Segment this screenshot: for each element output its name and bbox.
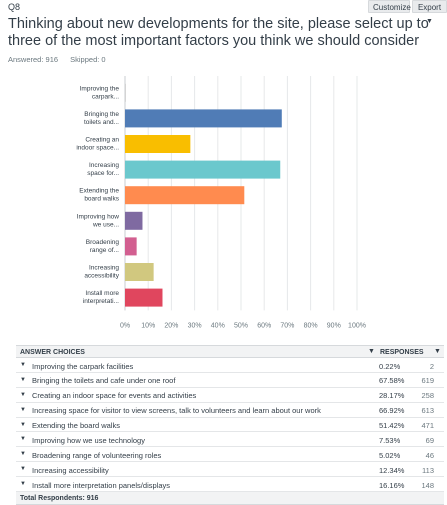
table-row[interactable]: ▼ Install more interpretation panels/disp… [16, 477, 444, 493]
question-number: Q8 [8, 2, 21, 12]
total-respondents: Total Respondents: 916 [20, 495, 99, 503]
answered-count: Answered: 916 [8, 55, 59, 64]
answer-percent: 0.22% [379, 361, 401, 371]
export-label: Export [417, 3, 442, 12]
answer-label: Increasing accessibility [32, 465, 109, 475]
category-label: Extending the board walks [79, 188, 120, 203]
answer-label: Broadening range of volunteering roles [32, 450, 162, 460]
table-row[interactable]: ▼ Broadening range of volunteering roles 5… [16, 447, 444, 463]
bar [125, 83, 126, 102]
x-tick-label: 70% [280, 322, 294, 328]
category-label: Bringing the toilets and... [84, 111, 119, 126]
answer-label: Extending the board walks [32, 421, 120, 431]
top-bar: Q8 Customize Export ▼ [0, 0, 447, 25]
sort-answers-icon[interactable]: ▼ [368, 348, 375, 355]
x-tick-label: 10% [141, 322, 155, 328]
x-tick-label: 90% [327, 322, 341, 328]
answer-label: Improving how we use technology [32, 435, 145, 445]
expand-triangle-icon[interactable]: ▼ [20, 451, 26, 458]
answer-percent: 5.02% [379, 450, 401, 460]
table-body: ▼ Improving the carpark facilities 0.22% 2 ▼… [16, 358, 444, 493]
x-tick-label: 40% [211, 322, 225, 328]
response-meta: Answered: 916 Skipped: 0 [8, 55, 116, 64]
table-row[interactable]: ▼ Improving how we use technology 7.53% 69 [16, 432, 444, 448]
answer-percent: 28.17% [379, 391, 405, 401]
table-row[interactable]: ▼ Creating an indoor space for events and… [16, 388, 444, 403]
responses-header[interactable]: RESPONSES [380, 349, 424, 356]
category-label: Broadening range of... [86, 239, 120, 254]
expand-triangle-icon[interactable]: ▼ [20, 421, 26, 428]
answer-label: Improving the carpark facilities [32, 361, 134, 371]
answer-percent: 7.53% [379, 435, 401, 445]
table-header: ANSWER CHOICES ▼ RESPONSES ▼ [16, 345, 444, 358]
export-button[interactable]: Export ▼ [412, 0, 447, 25]
answer-percent: 66.92% [379, 406, 405, 416]
chevron-down-icon: ▼ [426, 18, 433, 25]
category-label: Creating an indoor space... [76, 137, 119, 152]
answer-percent: 12.34% [379, 465, 405, 475]
answer-label: Bringing the toilets and cafe under one … [32, 376, 176, 386]
table-row[interactable]: ▼ Increasing accessibility 12.34% 113 [16, 462, 444, 478]
answer-count: 148 [421, 480, 434, 490]
bar [125, 109, 282, 128]
expand-triangle-icon[interactable]: ▼ [20, 406, 26, 413]
x-tick-label: 20% [164, 322, 178, 328]
answer-count: 113 [422, 465, 434, 475]
answer-label: Creating an indoor space for events and … [32, 391, 197, 401]
customize-button[interactable]: Customize [368, 0, 411, 13]
bar [125, 211, 143, 230]
answer-percent: 51.42% [379, 421, 405, 431]
table-row[interactable]: ▼ Improving the carpark facilities 0.22% 2 [16, 358, 444, 373]
x-tick-label: 50% [234, 322, 248, 328]
bar [125, 160, 281, 179]
answer-label: Install more interpretation panels/displ… [32, 480, 170, 490]
category-label: Install more interpretati... [83, 290, 120, 305]
x-tick-label: 60% [257, 322, 271, 328]
answer-table: ANSWER CHOICES ▼ RESPONSES ▼ ▼ Improving … [16, 345, 444, 505]
x-tick-label: 0% [120, 322, 130, 328]
answer-count: 619 [421, 376, 434, 386]
x-tick-label: 80% [304, 322, 318, 328]
category-label: Improving how we use... [77, 213, 120, 228]
bar [125, 135, 191, 153]
answer-percent: 67.58% [379, 376, 405, 386]
answer-label: Increasing space for visitor to view scr… [32, 406, 321, 416]
expand-triangle-icon[interactable]: ▼ [20, 481, 26, 488]
expand-triangle-icon[interactable]: ▼ [20, 436, 26, 443]
bar [125, 263, 154, 281]
skipped-count: Skipped: 0 [70, 55, 106, 64]
category-label: Increasing space for... [87, 162, 119, 177]
expand-triangle-icon[interactable]: ▼ [20, 466, 26, 473]
sort-responses-icon[interactable]: ▼ [434, 348, 441, 355]
answer-count: 46 [425, 450, 434, 460]
category-label: Improving the carpark... [80, 85, 120, 100]
expand-triangle-icon[interactable]: ▼ [20, 391, 26, 398]
answer-count: 2 [429, 361, 434, 371]
answer-percent: 16.16% [379, 480, 405, 490]
bar [125, 237, 137, 256]
x-tick-label: 100% [348, 322, 366, 328]
bar [125, 288, 163, 307]
answer-count: 471 [421, 421, 434, 431]
x-tick-label: 30% [188, 322, 202, 328]
table-row[interactable]: ▼ Extending the board walks 51.42% 471 [16, 418, 444, 433]
bar-chart: 0% 10% 20% 30% 40% 50% 60% 70% 80% 90% 100% Improvi… [76, 76, 366, 328]
total-respondents-row: Total Respondents: 916 [16, 492, 444, 505]
answer-choices-header[interactable]: ANSWER CHOICES [20, 349, 85, 356]
answer-count: 613 [421, 406, 434, 416]
expand-triangle-icon[interactable]: ▼ [20, 376, 26, 383]
table-row[interactable]: ▼ Bringing the toilets and cafe under one… [16, 373, 444, 388]
question-title: Thinking about new developments for the … [8, 16, 429, 49]
expand-triangle-icon[interactable]: ▼ [20, 362, 26, 368]
answer-count: 69 [425, 435, 434, 445]
category-label: Increasing accessibility [84, 265, 119, 280]
bar [125, 186, 245, 205]
answer-count: 258 [421, 391, 434, 401]
table-row[interactable]: ▼ Increasing space for visitor to view sc… [16, 403, 444, 418]
